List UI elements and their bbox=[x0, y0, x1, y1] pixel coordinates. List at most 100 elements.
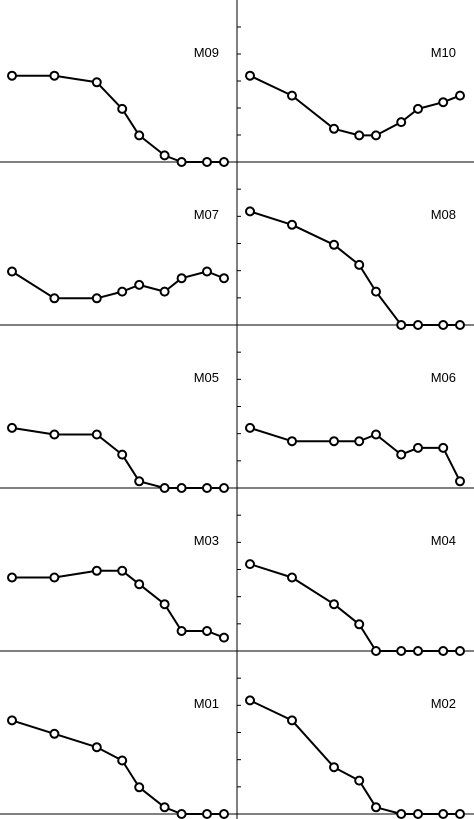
data-point bbox=[117, 755, 128, 766]
data-point bbox=[287, 572, 297, 583]
data-point bbox=[438, 97, 449, 108]
series-line-m03 bbox=[12, 569, 225, 639]
data-point bbox=[49, 572, 60, 583]
panel-m06 bbox=[245, 422, 465, 487]
data-point bbox=[329, 436, 339, 447]
panel-m05 bbox=[7, 422, 229, 493]
series-layer bbox=[7, 70, 465, 819]
data-point bbox=[7, 422, 17, 433]
panel-m07 bbox=[7, 266, 229, 304]
data-point bbox=[7, 70, 17, 81]
data-point bbox=[396, 320, 407, 330]
data-point bbox=[413, 442, 423, 453]
data-point bbox=[49, 728, 60, 739]
data-point bbox=[159, 483, 170, 493]
data-point bbox=[219, 809, 229, 819]
panel-m02 bbox=[245, 695, 465, 819]
panel-label: M03 bbox=[194, 533, 219, 548]
data-point bbox=[117, 565, 128, 576]
data-point bbox=[438, 809, 449, 819]
data-point bbox=[371, 286, 381, 297]
panel-m10 bbox=[245, 70, 465, 141]
data-point bbox=[354, 259, 365, 270]
data-point bbox=[329, 239, 339, 250]
data-point bbox=[159, 286, 170, 297]
data-point bbox=[117, 449, 128, 460]
data-point bbox=[202, 266, 212, 277]
data-point bbox=[245, 422, 255, 433]
panel-label: M04 bbox=[431, 533, 456, 548]
data-point bbox=[287, 715, 297, 726]
panel-label: M09 bbox=[194, 45, 219, 60]
data-point bbox=[134, 782, 145, 793]
data-point bbox=[455, 809, 465, 819]
data-point bbox=[396, 449, 407, 460]
data-point bbox=[371, 130, 381, 141]
series-line-m10 bbox=[249, 74, 461, 137]
data-point bbox=[91, 77, 102, 88]
data-point bbox=[7, 266, 17, 277]
data-point bbox=[117, 286, 128, 297]
panel-m09 bbox=[7, 70, 229, 167]
data-point bbox=[413, 646, 423, 656]
data-point bbox=[159, 802, 170, 813]
data-point bbox=[371, 429, 381, 440]
panel-m04 bbox=[245, 559, 465, 656]
series-line-m02 bbox=[249, 699, 460, 815]
data-point bbox=[438, 442, 449, 453]
data-point bbox=[354, 436, 365, 447]
data-point bbox=[287, 90, 297, 101]
data-point bbox=[245, 559, 255, 570]
data-point bbox=[329, 123, 339, 134]
data-point bbox=[91, 742, 102, 753]
data-point bbox=[413, 320, 423, 330]
data-point bbox=[202, 626, 212, 636]
data-point bbox=[176, 157, 187, 167]
data-point bbox=[91, 429, 102, 440]
series-line-m01 bbox=[11, 719, 224, 815]
series-line-m09 bbox=[12, 74, 224, 163]
data-point bbox=[371, 802, 381, 813]
panel-label: M02 bbox=[431, 696, 456, 711]
data-point bbox=[49, 70, 60, 81]
data-point bbox=[117, 103, 128, 114]
data-point bbox=[176, 273, 187, 284]
data-point bbox=[455, 476, 465, 487]
data-point bbox=[329, 599, 339, 610]
data-point bbox=[413, 809, 423, 819]
panel-label: M10 bbox=[431, 45, 456, 60]
data-point bbox=[329, 762, 339, 773]
data-point bbox=[354, 619, 365, 630]
data-point bbox=[354, 130, 365, 141]
data-point bbox=[176, 483, 187, 493]
data-point bbox=[49, 429, 60, 440]
series-line-m04 bbox=[249, 563, 460, 652]
data-point bbox=[134, 579, 145, 590]
panel-label: M05 bbox=[194, 370, 219, 385]
panel-m01 bbox=[7, 715, 229, 819]
data-point bbox=[176, 809, 187, 819]
labels-layer: M09 M10 M07 M08 M05 M06 M03 M04 M01 M02 bbox=[194, 45, 456, 711]
panel-label: M08 bbox=[431, 207, 456, 222]
data-point bbox=[438, 646, 449, 656]
data-point bbox=[396, 646, 407, 656]
data-point bbox=[455, 90, 465, 101]
data-point bbox=[7, 715, 17, 726]
data-point bbox=[219, 632, 229, 643]
data-point bbox=[202, 483, 212, 493]
data-point bbox=[49, 293, 60, 304]
data-point bbox=[159, 150, 170, 161]
panel-label: M01 bbox=[194, 696, 219, 711]
data-point bbox=[438, 320, 449, 330]
data-point bbox=[245, 206, 255, 217]
data-point bbox=[134, 476, 145, 487]
panel-m08 bbox=[245, 206, 465, 330]
data-point bbox=[219, 157, 229, 167]
data-point bbox=[396, 809, 407, 819]
data-point bbox=[455, 646, 465, 656]
data-point bbox=[91, 293, 102, 304]
data-point bbox=[202, 157, 212, 167]
data-point bbox=[287, 436, 297, 447]
series-line-m05 bbox=[11, 426, 224, 489]
